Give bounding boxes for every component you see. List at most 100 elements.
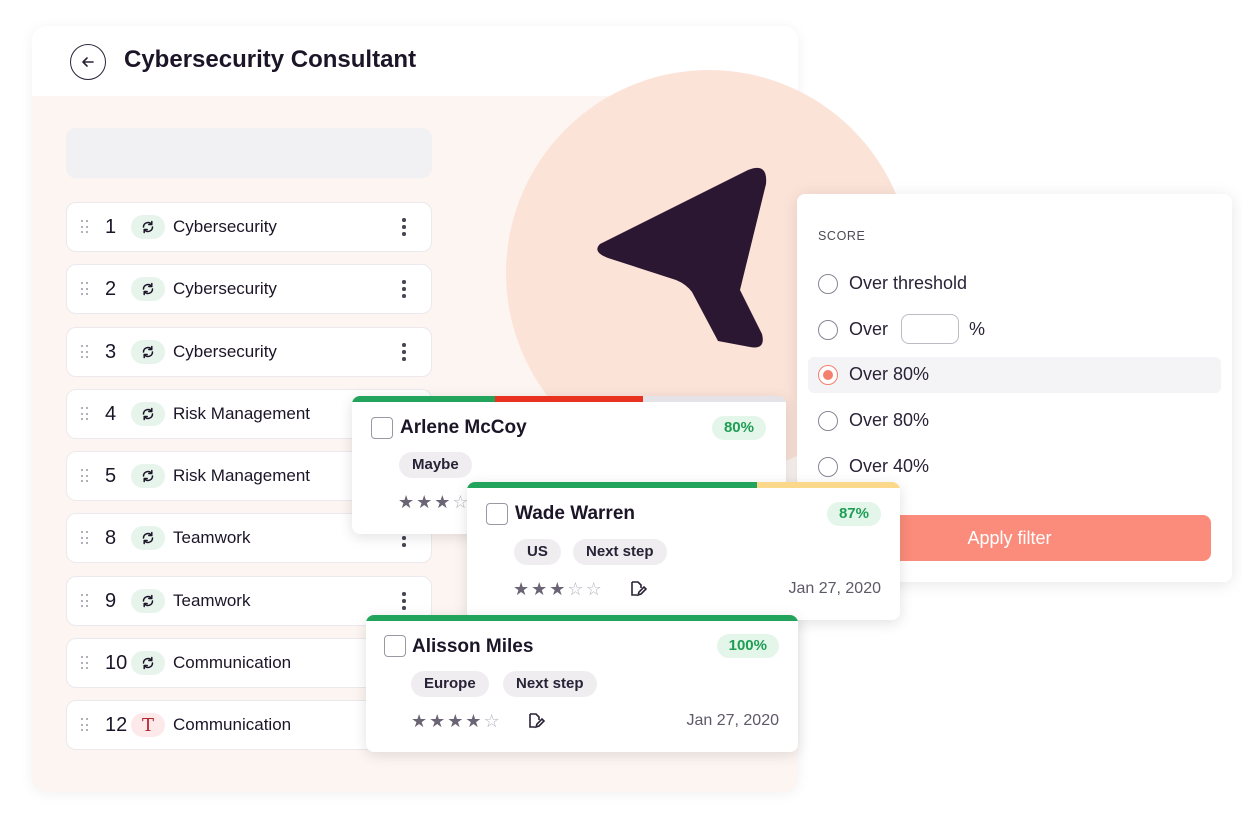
candidate-card[interactable]: Alisson Miles 100% Europe Next step ★ ★ ★ ★… (366, 615, 798, 752)
skill-number: 4 (105, 403, 117, 425)
progress-segment (352, 396, 496, 402)
star-filled-icon[interactable]: ★ (416, 492, 433, 512)
skill-row[interactable]: 2 Cybersecurity (66, 264, 432, 314)
select-checkbox[interactable] (486, 503, 508, 525)
filter-option-over-custom[interactable]: Over % (808, 312, 1221, 348)
radio-button[interactable] (818, 411, 838, 431)
skill-row[interactable]: 1 Cybersecurity (66, 202, 432, 252)
star-filled-icon[interactable]: ★ (447, 711, 464, 731)
note-edit-icon[interactable] (527, 712, 545, 730)
skill-number: 2 (105, 278, 117, 300)
page-title: Cybersecurity Consultant (124, 46, 417, 73)
progress-segment (642, 396, 786, 402)
star-empty-icon[interactable]: ☆ (452, 492, 469, 512)
star-empty-icon[interactable]: ☆ (567, 579, 584, 599)
star-filled-icon[interactable]: ★ (531, 579, 548, 599)
star-rating[interactable]: ★★★☆☆ (513, 579, 602, 599)
select-checkbox[interactable] (384, 635, 406, 657)
kebab-menu-icon[interactable] (401, 279, 407, 299)
star-empty-icon[interactable]: ☆ (483, 711, 500, 731)
filter-option-label: Over threshold (849, 273, 968, 293)
refresh-icon (142, 407, 154, 421)
star-filled-icon[interactable]: ★ (398, 492, 415, 512)
select-checkbox[interactable] (371, 417, 393, 439)
candidate-name: Wade Warren (515, 503, 636, 524)
filter-option-over-80[interactable]: Over 80% (808, 403, 1221, 439)
filter-option-label: Over 80% (849, 410, 930, 430)
skill-label: Communication (173, 715, 292, 734)
filter-panel: SCORE Over threshold Over % Over 80% Ove… (797, 194, 1232, 582)
candidate-tag: Europe (411, 671, 489, 697)
progress-segment (495, 396, 643, 402)
radio-button[interactable] (818, 457, 838, 477)
skill-number: 10 (105, 652, 128, 674)
skill-label: Risk Management (173, 404, 311, 423)
skill-type-badge (131, 340, 165, 364)
radio-button[interactable] (818, 274, 838, 294)
drag-handle-icon[interactable] (81, 407, 89, 421)
drag-handle-icon[interactable] (81, 345, 89, 359)
skill-type-badge (131, 651, 165, 675)
skill-label: Communication (173, 653, 292, 672)
text-type-icon: T (131, 713, 165, 737)
candidate-card[interactable]: Wade Warren 87% US Next step ★ ★ ★ ☆ ☆ Jan 2… (467, 482, 900, 620)
score-progress-bar (366, 615, 798, 621)
skill-label: Teamwork (173, 528, 251, 547)
skill-type-badge (131, 526, 165, 550)
drag-handle-icon[interactable] (81, 594, 89, 608)
star-filled-icon[interactable]: ★ (429, 711, 446, 731)
star-filled-icon[interactable]: ★ (434, 492, 451, 512)
filter-option-label: Over 40% (849, 456, 930, 476)
progress-segment (366, 615, 798, 621)
note-edit-icon[interactable] (629, 580, 647, 598)
drag-handle-icon[interactable] (81, 656, 89, 670)
star-filled-icon[interactable]: ★ (411, 711, 428, 731)
drag-handle-icon[interactable] (81, 469, 89, 483)
filter-option-over-40[interactable]: Over 40% (808, 449, 1221, 485)
kebab-menu-icon[interactable] (401, 591, 407, 611)
filter-option-over-80-selected[interactable]: Over 80% (808, 357, 1221, 393)
score-progress-bar (352, 396, 786, 402)
drag-handle-icon[interactable] (81, 718, 89, 732)
skill-type-badge (131, 215, 165, 239)
score-badge: 80% (711, 416, 766, 440)
candidate-name: Alisson Miles (412, 636, 534, 657)
drag-handle-icon[interactable] (81, 220, 89, 234)
progress-segment (467, 482, 758, 488)
drag-handle-icon[interactable] (81, 531, 89, 545)
kebab-menu-icon[interactable] (401, 342, 407, 362)
filter-option-label: Over 80% (849, 364, 930, 384)
skill-number: 5 (105, 465, 117, 487)
percent-input[interactable] (901, 314, 959, 344)
star-filled-icon[interactable]: ★ (513, 579, 530, 599)
skill-number: 12 (105, 714, 128, 736)
search-input[interactable] (66, 128, 432, 178)
skill-type-badge (131, 464, 165, 488)
drag-handle-icon[interactable] (81, 282, 89, 296)
refresh-icon (142, 220, 154, 234)
refresh-icon (142, 469, 154, 483)
skill-number: 8 (105, 527, 117, 549)
refresh-icon (142, 531, 154, 545)
candidate-tag: Next step (503, 671, 597, 697)
progress-segment (757, 482, 900, 488)
star-empty-icon[interactable]: ☆ (585, 579, 602, 599)
star-filled-icon[interactable]: ★ (465, 711, 482, 731)
back-button[interactable] (70, 44, 106, 80)
skill-label: Cybersecurity (173, 217, 277, 236)
score-badge: 100% (716, 634, 779, 658)
candidate-tag: US (514, 539, 561, 565)
radio-button-selected[interactable] (818, 365, 838, 385)
kebab-menu-icon[interactable] (401, 217, 407, 237)
star-rating[interactable]: ★ ★ ★ ★ ☆ (411, 711, 500, 731)
refresh-icon (142, 594, 154, 608)
star-filled-icon[interactable]: ★ (549, 579, 566, 599)
score-badge: 87% (826, 502, 881, 526)
filter-option-over-threshold[interactable]: Over threshold (808, 266, 1221, 302)
radio-button[interactable] (818, 320, 838, 340)
skill-label: Teamwork (173, 591, 251, 610)
skill-number: 1 (105, 216, 117, 238)
candidate-date: Jan 27, 2020 (788, 580, 881, 597)
filter-section-label: SCORE (818, 229, 866, 243)
skill-row[interactable]: 3 Cybersecurity (66, 327, 432, 377)
